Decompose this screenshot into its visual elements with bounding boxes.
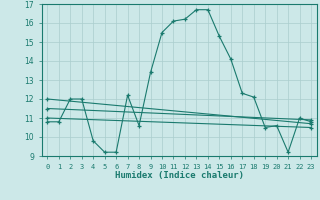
X-axis label: Humidex (Indice chaleur): Humidex (Indice chaleur) [115, 171, 244, 180]
